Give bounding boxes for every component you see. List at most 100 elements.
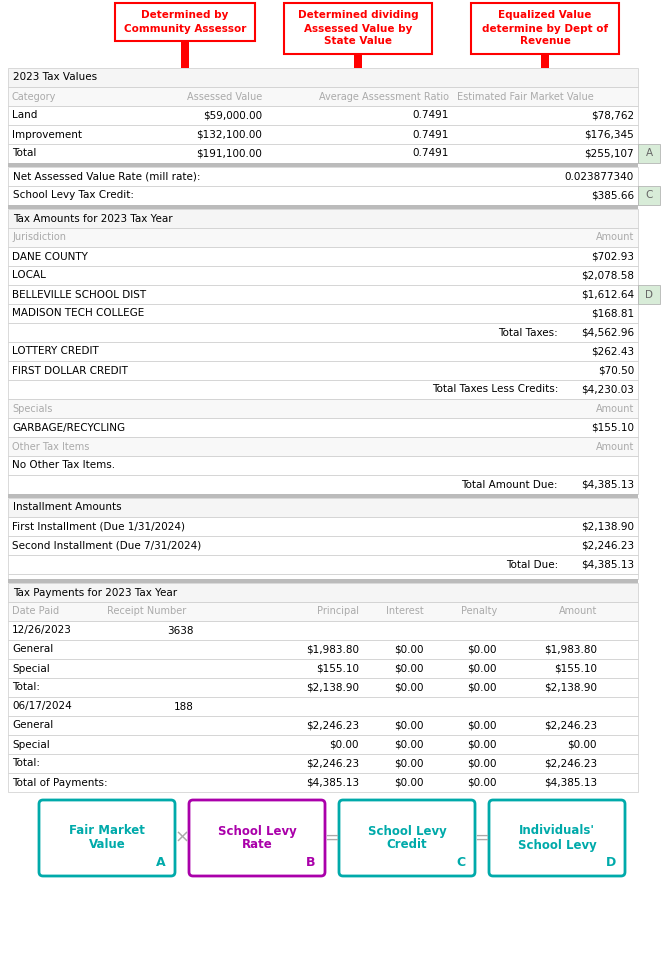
Text: Determined by: Determined by — [141, 11, 228, 20]
Text: =: = — [325, 829, 339, 847]
Bar — [115, 3, 255, 41]
Text: Assessed Value: Assessed Value — [187, 91, 262, 102]
Bar — [8, 494, 638, 498]
Text: Total Taxes:: Total Taxes: — [498, 328, 558, 337]
Text: Rate: Rate — [242, 839, 272, 851]
Text: No Other Tax Items.: No Other Tax Items. — [12, 460, 115, 471]
FancyBboxPatch shape — [39, 800, 175, 876]
Bar — [8, 380, 638, 399]
Bar — [8, 583, 638, 602]
Text: $262.43: $262.43 — [591, 347, 634, 357]
Text: $0.00: $0.00 — [394, 645, 424, 654]
Text: 188: 188 — [174, 702, 194, 711]
Bar — [8, 163, 638, 167]
Text: Receipt Number: Receipt Number — [107, 606, 186, 617]
Bar — [8, 697, 638, 716]
Text: D: D — [606, 856, 616, 870]
Text: $2,138.90: $2,138.90 — [544, 682, 597, 693]
Text: School Levy Tax Credit:: School Levy Tax Credit: — [13, 190, 134, 201]
Text: $155.10: $155.10 — [554, 663, 597, 674]
Text: $4,230.03: $4,230.03 — [581, 384, 634, 395]
Text: Improvement: Improvement — [12, 130, 82, 139]
Text: Equalized Value: Equalized Value — [498, 11, 592, 20]
Bar — [8, 517, 638, 536]
Text: $2,246.23: $2,246.23 — [544, 721, 597, 730]
Text: $2,246.23: $2,246.23 — [306, 721, 359, 730]
Text: $2,078.58: $2,078.58 — [581, 270, 634, 281]
Text: Fair Market: Fair Market — [69, 825, 145, 837]
Text: $1,983.80: $1,983.80 — [544, 645, 597, 654]
Bar — [8, 555, 638, 574]
Bar — [181, 41, 189, 68]
Text: $0.00: $0.00 — [467, 740, 497, 750]
Text: =: = — [475, 829, 489, 847]
Text: General: General — [12, 645, 53, 654]
Text: D: D — [645, 289, 653, 300]
Bar — [8, 361, 638, 380]
Text: 0.7491: 0.7491 — [412, 111, 449, 120]
Text: Total: Total — [12, 149, 37, 159]
Text: $0.00: $0.00 — [394, 740, 424, 750]
Text: $168.81: $168.81 — [591, 308, 634, 318]
Bar — [8, 285, 638, 304]
Text: Interest: Interest — [386, 606, 424, 617]
Bar — [8, 144, 638, 163]
Text: Total:: Total: — [12, 758, 40, 769]
Text: 12/26/2023: 12/26/2023 — [12, 626, 72, 635]
Text: Determined dividing: Determined dividing — [297, 11, 418, 20]
Text: $2,246.23: $2,246.23 — [306, 758, 359, 769]
Bar — [8, 621, 638, 640]
Text: $0.00: $0.00 — [467, 758, 497, 769]
Bar — [8, 456, 638, 475]
Bar — [8, 342, 638, 361]
Bar — [8, 754, 638, 773]
Text: $0.00: $0.00 — [467, 777, 497, 787]
Bar — [284, 3, 432, 54]
Bar — [8, 209, 638, 228]
Bar — [8, 602, 638, 621]
Text: GARBAGE/RECYCLING: GARBAGE/RECYCLING — [12, 423, 125, 432]
Text: Total Amount Due:: Total Amount Due: — [461, 480, 558, 489]
Text: $59,000.00: $59,000.00 — [203, 111, 262, 120]
Text: School Levy: School Levy — [368, 825, 446, 837]
Text: $702.93: $702.93 — [591, 252, 634, 261]
Bar — [8, 167, 638, 186]
Text: $191,100.00: $191,100.00 — [196, 149, 262, 159]
Text: $0.00: $0.00 — [329, 740, 359, 750]
Text: A: A — [156, 856, 166, 870]
Text: FIRST DOLLAR CREDIT: FIRST DOLLAR CREDIT — [12, 365, 128, 376]
Bar — [8, 205, 638, 209]
Text: Amount: Amount — [596, 404, 634, 413]
Text: LOCAL: LOCAL — [12, 270, 46, 281]
Bar — [638, 144, 660, 163]
Text: Revenue: Revenue — [519, 37, 570, 46]
Bar — [8, 323, 638, 342]
Text: $2,246.23: $2,246.23 — [581, 540, 634, 551]
Text: Tax Amounts for 2023 Tax Year: Tax Amounts for 2023 Tax Year — [13, 213, 173, 224]
Text: B: B — [306, 856, 316, 870]
Text: Total Taxes Less Credits:: Total Taxes Less Credits: — [432, 384, 558, 395]
Bar — [638, 186, 660, 205]
Text: $4,385.13: $4,385.13 — [306, 777, 359, 787]
Text: $2,246.23: $2,246.23 — [544, 758, 597, 769]
Text: Total Due:: Total Due: — [506, 559, 558, 570]
Text: LOTTERY CREDIT: LOTTERY CREDIT — [12, 347, 99, 357]
Bar — [8, 640, 638, 659]
Text: Amount: Amount — [558, 606, 597, 617]
Bar — [8, 678, 638, 697]
Text: Installment Amounts: Installment Amounts — [13, 503, 122, 512]
Bar — [8, 304, 638, 323]
Text: Total of Payments:: Total of Payments: — [12, 777, 108, 787]
Text: $155.10: $155.10 — [591, 423, 634, 432]
Text: Assessed Value by: Assessed Value by — [304, 23, 412, 34]
Bar — [8, 574, 638, 579]
Text: Jurisdiction: Jurisdiction — [12, 233, 66, 242]
Text: Land: Land — [12, 111, 37, 120]
Text: ×: × — [175, 829, 189, 847]
Text: $0.00: $0.00 — [467, 645, 497, 654]
Text: $2,138.90: $2,138.90 — [306, 682, 359, 693]
Text: $0.00: $0.00 — [394, 682, 424, 693]
Text: $385.66: $385.66 — [591, 190, 634, 201]
Text: State Value: State Value — [324, 37, 392, 46]
Text: $0.00: $0.00 — [467, 682, 497, 693]
